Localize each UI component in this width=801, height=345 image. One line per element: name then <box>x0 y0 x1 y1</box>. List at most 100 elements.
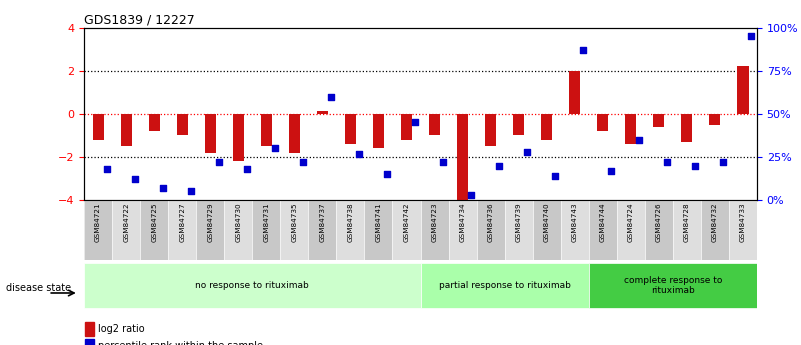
Bar <box>589 200 617 260</box>
Point <box>156 185 169 191</box>
Bar <box>400 114 412 140</box>
Point <box>380 171 393 177</box>
Text: GSM84723: GSM84723 <box>432 202 437 242</box>
Bar <box>260 114 272 146</box>
Bar <box>364 200 392 260</box>
Point <box>128 177 141 182</box>
Point <box>745 33 758 39</box>
Point <box>689 163 702 168</box>
Bar <box>569 71 580 114</box>
Point <box>493 163 505 168</box>
Bar <box>645 200 673 260</box>
Point <box>605 168 618 174</box>
Bar <box>140 200 168 260</box>
Text: no response to rituximab: no response to rituximab <box>195 281 309 290</box>
Bar <box>505 200 533 260</box>
Point <box>549 173 562 179</box>
Text: GSM84741: GSM84741 <box>376 202 381 242</box>
Text: GSM84742: GSM84742 <box>404 202 409 242</box>
Bar <box>477 200 505 260</box>
Point <box>352 151 365 156</box>
Point <box>661 159 674 165</box>
Text: GSM84726: GSM84726 <box>656 202 662 242</box>
Bar <box>93 114 104 140</box>
Text: GSM84729: GSM84729 <box>207 202 213 242</box>
Bar <box>196 200 224 260</box>
Point <box>465 192 477 198</box>
Bar <box>421 263 589 308</box>
Text: GDS1839 / 12227: GDS1839 / 12227 <box>84 13 195 27</box>
Point <box>324 94 337 99</box>
Point <box>100 166 113 172</box>
Bar <box>561 200 589 260</box>
Bar <box>336 200 364 260</box>
Bar <box>84 200 112 260</box>
Point <box>409 120 421 125</box>
Bar <box>204 114 215 152</box>
Point <box>717 159 730 165</box>
Point <box>296 159 309 165</box>
Bar <box>681 114 692 142</box>
Text: GSM84725: GSM84725 <box>151 202 157 242</box>
Bar <box>120 114 131 146</box>
Point <box>521 149 533 155</box>
Bar <box>597 114 608 131</box>
Point <box>240 166 253 172</box>
Text: GSM84724: GSM84724 <box>628 202 634 242</box>
Point <box>212 159 225 165</box>
Bar <box>429 114 440 136</box>
Text: GSM84740: GSM84740 <box>544 202 549 242</box>
Point <box>577 47 590 53</box>
Bar <box>457 114 468 200</box>
Text: GSM84731: GSM84731 <box>264 202 269 242</box>
Text: complete response to
rituximab: complete response to rituximab <box>624 276 722 295</box>
Point <box>184 189 197 194</box>
Bar <box>729 200 757 260</box>
Point <box>633 137 646 142</box>
Point <box>268 146 281 151</box>
Bar <box>533 200 561 260</box>
Bar <box>85 339 94 345</box>
Bar <box>112 200 140 260</box>
Bar <box>148 114 159 131</box>
Bar <box>288 114 300 152</box>
Bar <box>421 200 449 260</box>
Bar <box>589 263 757 308</box>
Bar <box>653 114 664 127</box>
Bar <box>392 200 421 260</box>
Text: GSM84737: GSM84737 <box>320 202 325 242</box>
Bar <box>372 114 384 148</box>
Bar <box>513 114 524 136</box>
Bar <box>84 263 421 308</box>
Bar <box>541 114 552 140</box>
Text: disease state: disease state <box>6 283 71 293</box>
Text: GSM84727: GSM84727 <box>179 202 185 242</box>
Text: GSM84739: GSM84739 <box>516 202 521 242</box>
Text: GSM84743: GSM84743 <box>572 202 578 242</box>
Bar <box>344 114 356 144</box>
Text: GSM84728: GSM84728 <box>684 202 690 242</box>
Bar <box>737 66 748 114</box>
Bar <box>224 200 252 260</box>
Bar <box>617 200 645 260</box>
Bar <box>85 322 94 336</box>
Bar <box>316 111 328 114</box>
Bar <box>449 200 477 260</box>
Text: GSM84733: GSM84733 <box>740 202 746 242</box>
Bar <box>168 200 196 260</box>
Bar <box>280 200 308 260</box>
Bar <box>673 200 701 260</box>
Text: GSM84732: GSM84732 <box>712 202 718 242</box>
Text: GSM84734: GSM84734 <box>460 202 465 242</box>
Bar <box>709 114 720 125</box>
Bar <box>176 114 187 136</box>
Point <box>437 159 449 165</box>
Text: partial response to rituximab: partial response to rituximab <box>439 281 570 290</box>
Bar <box>701 200 729 260</box>
Text: percentile rank within the sample: percentile rank within the sample <box>98 341 263 345</box>
Text: GSM84744: GSM84744 <box>600 202 606 242</box>
Text: GSM84721: GSM84721 <box>95 202 101 242</box>
Bar <box>625 114 636 144</box>
Text: GSM84722: GSM84722 <box>123 202 129 242</box>
Text: GSM84735: GSM84735 <box>292 202 297 242</box>
